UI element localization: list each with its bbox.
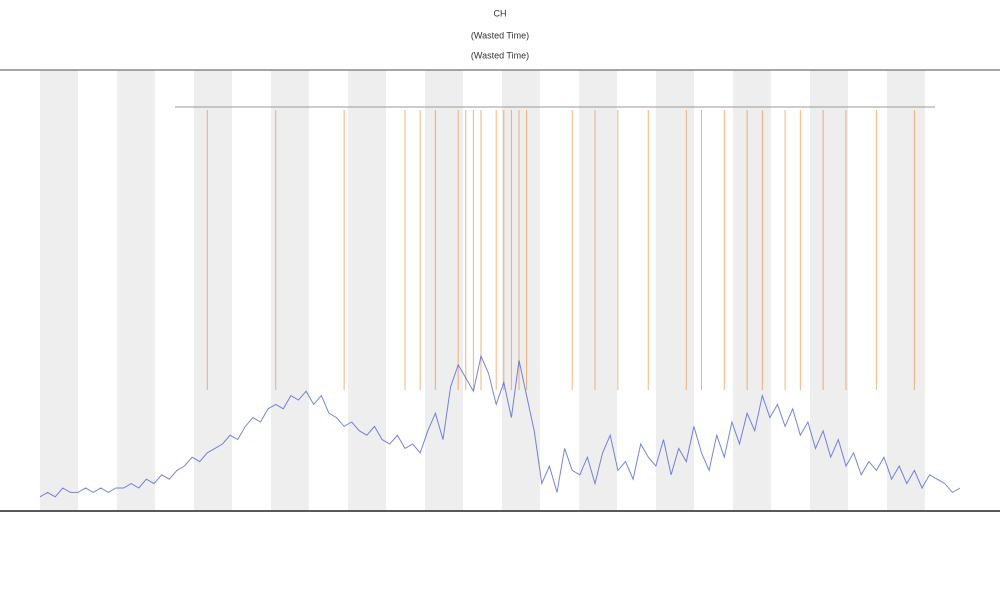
band (271, 70, 309, 510)
band (425, 70, 463, 510)
band (194, 70, 232, 510)
bands (40, 70, 925, 510)
band (40, 70, 78, 510)
band (117, 70, 155, 510)
band (810, 70, 848, 510)
chart-subtitle: (Wasted Time) (471, 50, 529, 60)
chart-subtitle: (Wasted Time) (471, 30, 529, 40)
data-line (39, 354, 961, 498)
chart-title: CH (494, 8, 507, 18)
band (887, 70, 925, 510)
band (502, 70, 540, 510)
band (579, 70, 617, 510)
band (733, 70, 771, 510)
band (656, 70, 694, 510)
band (348, 70, 386, 510)
